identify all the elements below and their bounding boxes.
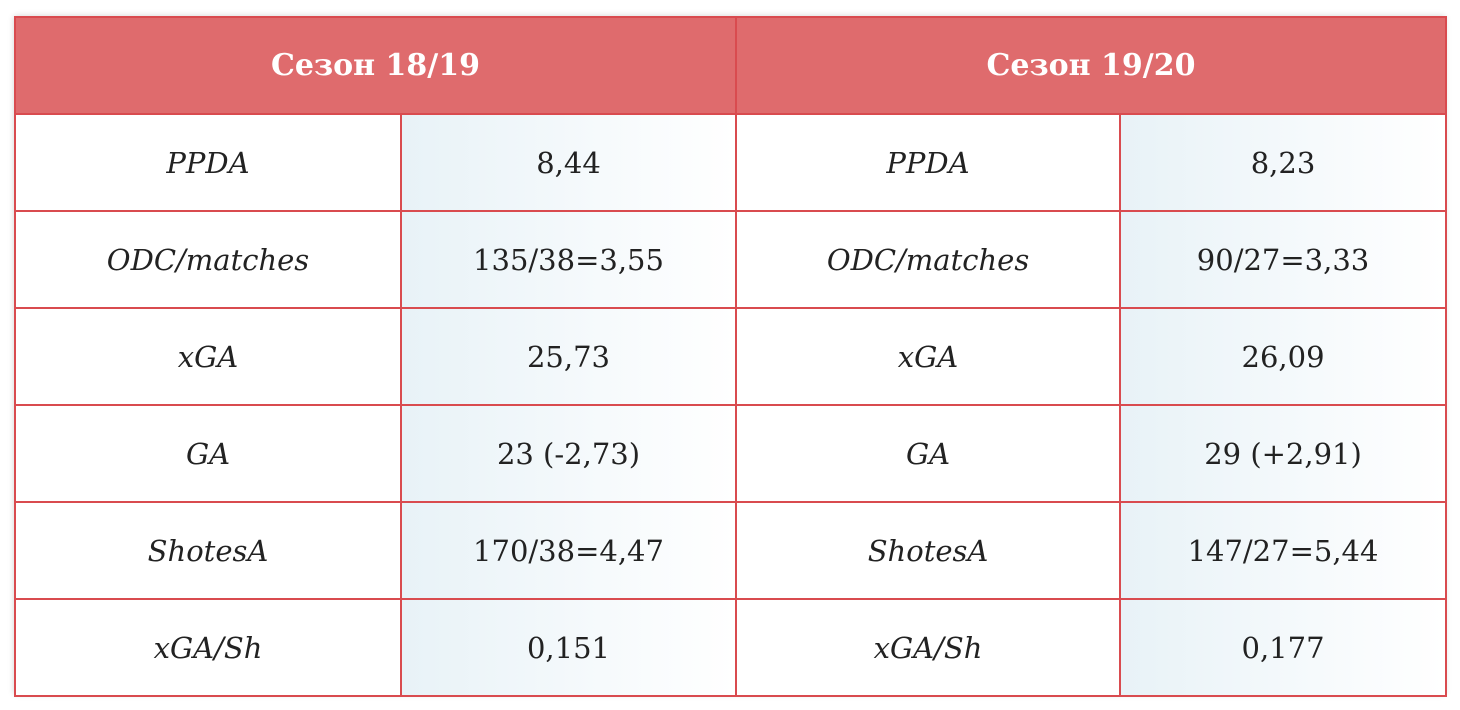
table-row: GA 23 (-2,73) GA 29 (+2,91)	[14, 404, 1448, 503]
table-row: xGA 25,73 xGA 26,09	[14, 307, 1448, 406]
value-cell-left: 8,44	[399, 113, 738, 212]
value-cell-left: 170/38=4,47	[399, 501, 738, 600]
table-row: ShotesA 170/38=4,47 ShotesA 147/27=5,44	[14, 501, 1448, 600]
value-cell-left: 0,151	[399, 598, 738, 697]
metric-label-left: xGA	[14, 307, 402, 406]
value-cell-left: 23 (-2,73)	[399, 404, 738, 503]
value-cell-right: 8,23	[1119, 113, 1448, 212]
season-left-header: Сезон 18/19	[13, 16, 738, 115]
metric-label-left: xGA/Sh	[14, 598, 402, 697]
value-cell-right: 29 (+2,91)	[1119, 404, 1448, 503]
metric-label-right: ODC/matches	[735, 210, 1122, 309]
value-cell-right: 90/27=3,33	[1119, 210, 1448, 309]
season-right-header: Сезон 19/20	[735, 16, 1448, 115]
metric-label-right: GA	[735, 404, 1122, 503]
value-cell-right: 26,09	[1119, 307, 1448, 406]
value-cell-right: 147/27=5,44	[1119, 501, 1448, 600]
table-header-row: Сезон 18/19 Сезон 19/20	[13, 16, 1448, 115]
value-cell-left: 25,73	[399, 307, 738, 406]
metric-label-right: xGA/Sh	[735, 598, 1122, 697]
metric-label-left: ODC/matches	[14, 210, 402, 309]
metric-label-left: PPDA	[14, 113, 402, 212]
table-row: xGA/Sh 0,151 xGA/Sh 0,177	[14, 598, 1448, 697]
metric-label-right: xGA	[735, 307, 1122, 406]
table-row: ODC/matches 135/38=3,55 ODC/matches 90/2…	[14, 210, 1448, 309]
season-comparison-table: Сезон 18/19 Сезон 19/20 PPDA 8,44 PPDA 8…	[13, 16, 1448, 697]
metric-label-left: GA	[14, 404, 402, 503]
metric-label-right: ShotesA	[735, 501, 1122, 600]
value-cell-left: 135/38=3,55	[399, 210, 738, 309]
stats-table-container: Сезон 18/19 Сезон 19/20 PPDA 8,44 PPDA 8…	[13, 16, 1448, 697]
table-row: PPDA 8,44 PPDA 8,23	[14, 113, 1448, 212]
metric-label-left: ShotesA	[14, 501, 402, 600]
value-cell-right: 0,177	[1119, 598, 1448, 697]
metric-label-right: PPDA	[735, 113, 1122, 212]
